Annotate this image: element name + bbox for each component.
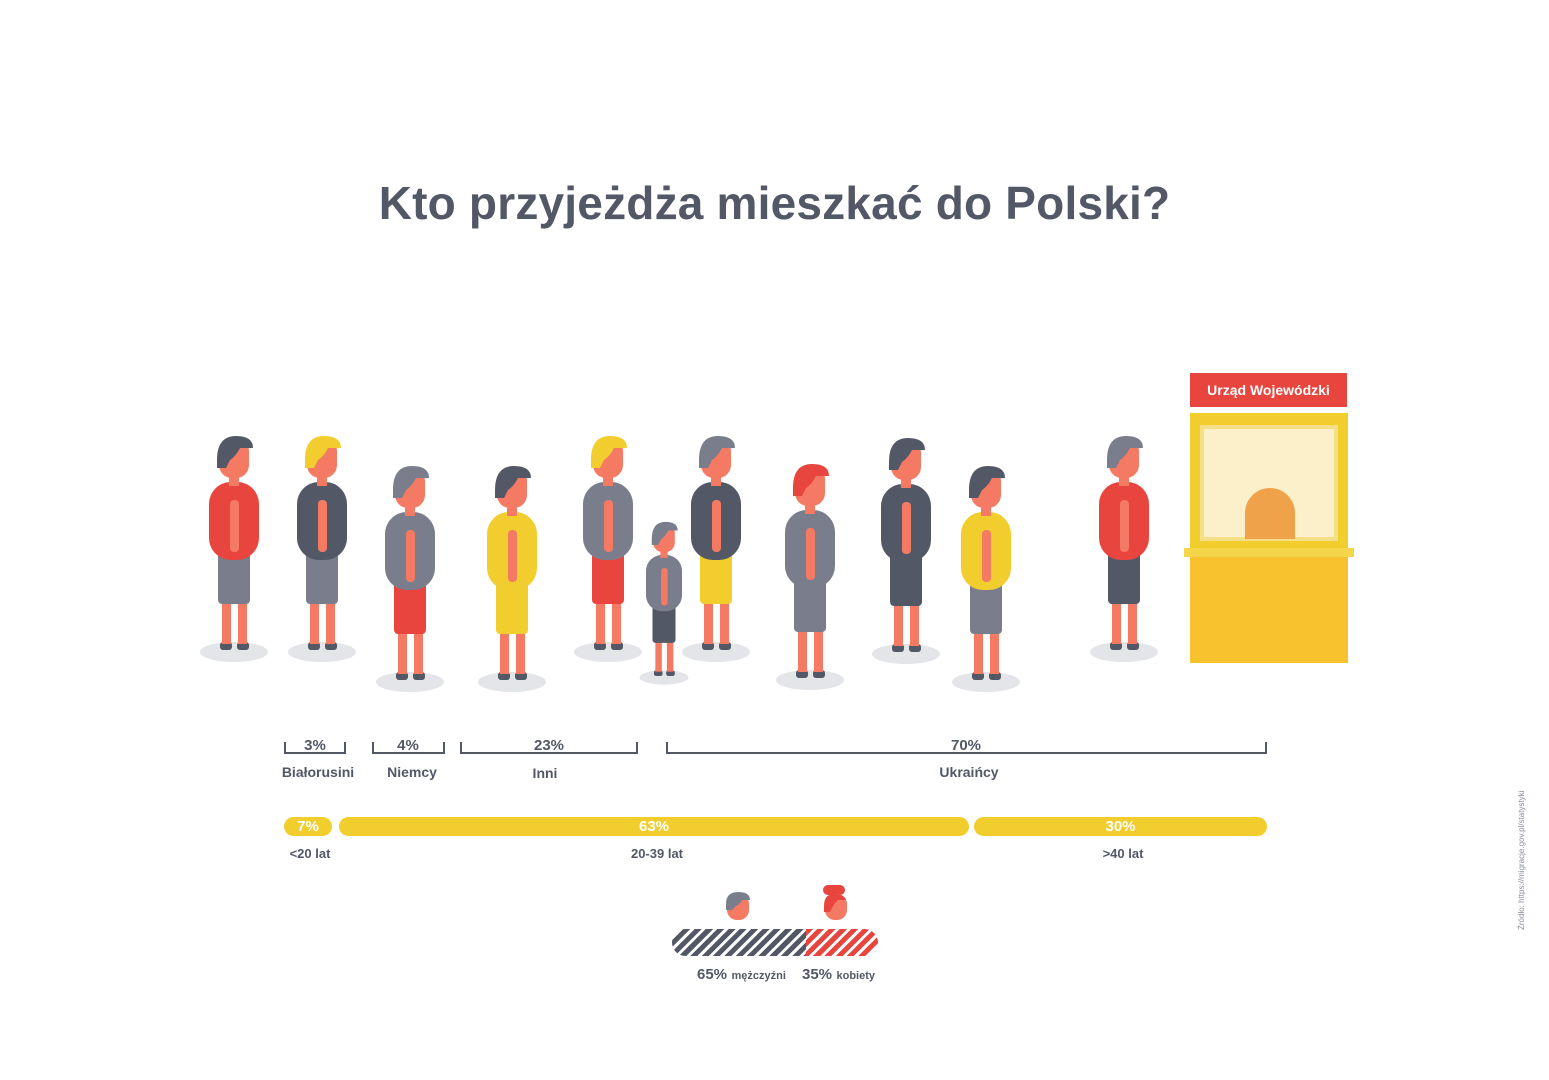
pct-germans: 4% — [397, 737, 419, 754]
age-bar-over-40: 30% — [974, 817, 1267, 836]
woman-gray-dress-icon — [776, 464, 844, 690]
label-germans: Niemcy — [387, 764, 437, 780]
age-label-20-39: 20-39 lat — [630, 846, 684, 861]
bracket-belarusians — [284, 742, 346, 754]
label-belarusians: Białorusini — [281, 764, 355, 780]
men-pct: 65% — [697, 966, 728, 983]
woman-red-skirt-icon — [574, 436, 642, 662]
label-ukrainians: Ukraińcy — [939, 764, 999, 780]
gender-label-men: 65% mężczyźni — [697, 966, 786, 984]
pct-others: 23% — [533, 737, 565, 754]
age-label-over-40: >40 lat — [1102, 846, 1144, 861]
bracket-ukrainians — [666, 742, 1267, 754]
office-booth-icon — [1184, 413, 1354, 663]
gender-bar — [672, 929, 878, 956]
age-bar-under-20: 7% — [284, 817, 332, 836]
man-with-bag-icon — [200, 436, 268, 662]
queue-illustration — [200, 436, 1158, 692]
age-label-under-20: <20 lat — [289, 846, 331, 861]
woman-yellow-top-icon — [952, 466, 1020, 692]
men-text: mężczyźni — [731, 970, 786, 982]
man-with-papers-icon — [682, 436, 750, 662]
women-pct: 35% — [802, 966, 833, 983]
gender-label-women: 35% kobiety — [802, 966, 875, 984]
child-with-backpack-icon — [639, 521, 689, 685]
gender-bar-men — [672, 929, 806, 956]
woman-blonde-icon — [288, 436, 356, 662]
elderly-woman-icon — [1090, 436, 1158, 662]
person-with-papers-icon — [376, 466, 444, 692]
man-with-backpack-icon — [872, 438, 940, 664]
woman-head-icon — [823, 885, 847, 920]
age-bar-20-39: 63% — [339, 817, 969, 836]
page-title: Kto przyjeżdża mieszkać do Polski? — [378, 177, 1171, 229]
woman-with-handbag-icon — [478, 466, 546, 692]
pct-belarusians: 3% — [304, 737, 326, 754]
source-note: Źródło: https://migracje.gov.pl/statysty… — [1517, 790, 1526, 930]
pct-ukrainians: 70% — [950, 737, 982, 754]
bracket-germans — [372, 742, 445, 754]
women-text: kobiety — [836, 970, 875, 982]
bracket-others — [460, 742, 638, 754]
gender-bar-women — [805, 929, 878, 956]
man-head-icon — [726, 892, 750, 920]
label-others: Inni — [532, 765, 558, 781]
office-sign: Urząd Wojewódzki — [1190, 373, 1347, 407]
